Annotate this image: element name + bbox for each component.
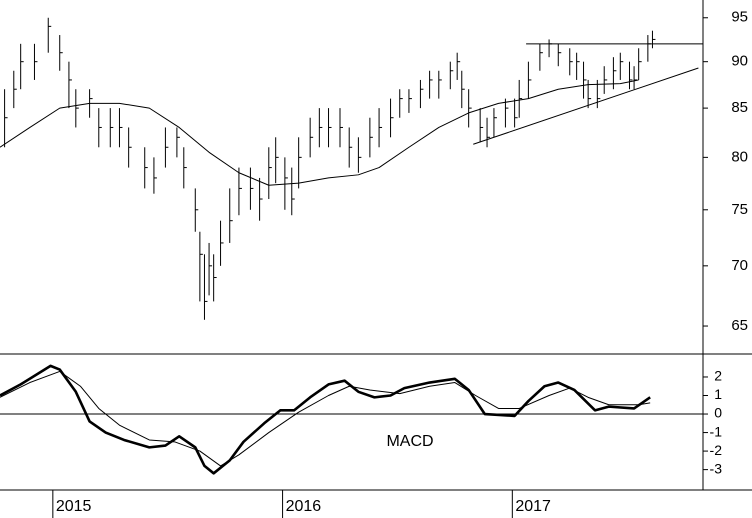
- y-tick-label: 95: [731, 9, 748, 26]
- series-line: [0, 79, 639, 186]
- x-tick-label: 2017: [515, 498, 551, 515]
- y-tick-label: 0: [714, 405, 722, 421]
- y-tick-label: 65: [731, 317, 748, 334]
- y-tick-label: 80: [731, 148, 748, 165]
- y-tick-label: -1: [710, 423, 723, 439]
- y-tick-label: -2: [710, 442, 723, 458]
- y-tick-label: 90: [731, 53, 748, 70]
- y-tick-label: 70: [731, 257, 748, 274]
- trend-line: [473, 67, 699, 145]
- x-tick-label: 2015: [56, 498, 92, 515]
- y-tick-label: 75: [731, 201, 748, 218]
- y-tick-label: 2: [714, 368, 722, 384]
- panel-label: MACD: [386, 433, 433, 450]
- y-tick-label: 1: [714, 386, 722, 402]
- series-line: [0, 364, 651, 475]
- y-tick-label: -3: [710, 460, 723, 476]
- series-line: [0, 370, 651, 467]
- y-tick-label: 85: [731, 99, 748, 116]
- x-tick-label: 2016: [286, 498, 322, 515]
